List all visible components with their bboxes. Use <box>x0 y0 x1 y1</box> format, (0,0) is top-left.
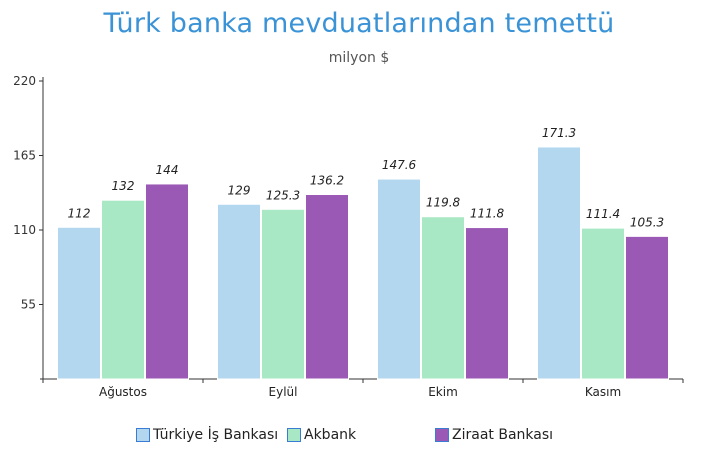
bar <box>465 227 509 380</box>
data-label: 111.8 <box>470 207 505 221</box>
legend: Türkiye İş Bankası Akbank Ziraat Bankası <box>0 427 718 447</box>
legend-item-series-2[interactable]: Akbank <box>287 427 356 443</box>
chart-title: Türk banka mevduatlarından temettü <box>103 8 615 39</box>
bar <box>421 216 465 380</box>
data-label: 105.3 <box>630 215 664 229</box>
data-label: 171.3 <box>542 126 576 140</box>
legend-swatch-series-2 <box>287 428 301 442</box>
data-label: 112 <box>68 206 91 220</box>
bar <box>145 183 189 380</box>
chart-subtitle: milyon $ <box>328 50 390 66</box>
data-label: 136.2 <box>310 174 344 188</box>
data-label: 144 <box>156 163 179 177</box>
data-label: 119.8 <box>426 196 461 210</box>
y-tick-label: 165 <box>13 149 36 163</box>
legend-swatch-series-3 <box>435 428 449 442</box>
bar <box>305 194 349 380</box>
data-label: 111.4 <box>586 207 620 221</box>
bar <box>217 203 261 380</box>
legend-label-series-2: Akbank <box>304 427 357 443</box>
data-label: 132 <box>112 179 135 193</box>
legend-label-series-3: Ziraat Bankası <box>452 427 554 443</box>
bar <box>57 226 101 380</box>
bar <box>625 235 669 380</box>
x-tick-label: Eylül <box>269 385 298 399</box>
y-tick-label: 110 <box>13 223 36 237</box>
data-label: 129 <box>228 183 251 197</box>
x-tick-label: Kasım <box>585 385 621 399</box>
x-tick-label: Ağustos <box>99 385 147 399</box>
legend-label-series-1: Türkiye İş Bankası <box>153 427 279 443</box>
bar <box>261 208 305 380</box>
data-label: 125.3 <box>266 188 300 202</box>
bar <box>537 146 581 380</box>
y-tick-label: 220 <box>13 74 36 88</box>
bar <box>581 227 625 380</box>
data-label: 147.6 <box>382 158 417 172</box>
legend-item-series-1[interactable]: Türkiye İş Bankası <box>136 427 278 443</box>
bar <box>377 178 421 380</box>
legend-item-series-3[interactable]: Ziraat Bankası <box>435 427 553 443</box>
bar <box>101 199 145 380</box>
y-tick-label: 55 <box>21 298 36 312</box>
x-tick-label: Ekim <box>428 385 458 399</box>
legend-swatch-series-1 <box>136 428 150 442</box>
